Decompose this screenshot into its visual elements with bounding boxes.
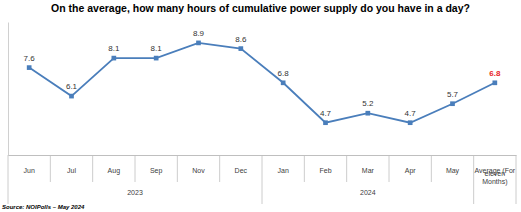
marker [281,80,286,85]
category-separator [92,155,93,182]
marker [154,56,159,61]
category-separator [50,155,51,182]
marker [408,120,413,125]
category-separator [262,155,263,204]
x-tick: Mar [362,167,375,174]
x-tick: Average (ForelevenMonths) [474,167,515,186]
category-separator [219,155,220,182]
y-axis-line [8,23,9,156]
x-group-label: 2024 [360,189,376,196]
x-tick-label: Jun [24,167,35,174]
x-tick: Nov [192,167,205,174]
x-tick-label: Nov [192,167,205,174]
x-tick-label: Aug [108,167,121,175]
x-axis: Jun Jul Aug Sep Nov Dec Jan Feb Mar Apr May Average… [9,156,517,187]
marker [196,41,201,46]
x-tick-label-line: Aug [108,167,121,175]
category-separator [135,155,136,182]
data-label: 4.7 [405,109,417,118]
marker [238,46,243,51]
data-label: 4.7 [320,109,332,118]
x-tick-label-line: Mar [362,167,375,174]
data-label: 7.6 [24,54,36,63]
x-tick: Jun [24,167,35,174]
data-label: 5.2 [362,99,374,108]
data-label: 6.8 [278,69,290,78]
data-label: 6.1 [66,82,78,91]
x-tick-label: Sep [150,167,163,175]
data-labels: 7.6 6.1 8.1 8.1 8.9 8.6 6.8 4.7 5.2 4.7 5.7 6.8 [24,29,501,118]
x-tick-label: Mar [362,167,375,174]
x-tick-label-line: Months) [482,178,507,186]
marker [323,120,328,125]
x-tick-label: Jan [278,167,289,174]
data-label: 5.7 [447,90,459,99]
x-tick: Feb [319,167,331,174]
category-separator [346,155,347,182]
y-axis [8,23,9,156]
chart: On the average, how many hours of cumula… [0,0,521,212]
x-tick-label: May [446,167,460,175]
x-tick: Aug [108,167,121,175]
category-separator [431,155,432,182]
x-tick-label-line: May [446,167,460,175]
category-separator [8,155,9,204]
category-separator [473,155,474,204]
x-tick-label: Feb [319,167,331,174]
x-tick-label-line: Jul [67,167,76,174]
category-separator [516,155,517,204]
marker [365,111,370,116]
marker [27,65,32,70]
x-group-label: 2023 [127,189,143,196]
x-tick-label: Jul [67,167,76,174]
marker [69,94,74,99]
marker [492,80,497,85]
x-tick-label-line: Dec [235,167,248,174]
x-tick-label-line: Jan [278,167,289,174]
x-tick-label: Apr [405,167,417,175]
x-tick-label-line: Nov [192,167,205,174]
x-tick: Jul [67,167,76,174]
data-label: 8.1 [108,44,120,53]
x-tick-label-line: Jun [24,167,35,174]
x-tick-label: Average (ForelevenMonths) [474,167,515,186]
x-tick: Dec [235,167,248,174]
plot-area [27,41,497,125]
data-label: 8.6 [235,35,247,44]
line [29,43,495,123]
x-tick: Jan [278,167,289,174]
x-tick-label-line: eleven [485,170,506,177]
x-tick-label: Dec [235,167,248,174]
source: Source: NOIPolls – May 2024 [2,204,85,210]
x-tick: May [446,167,460,175]
category-separator [389,155,390,182]
marker [111,56,116,61]
category-separator [177,155,178,182]
category-separator [304,155,305,182]
x-tick: Sep [150,167,163,175]
x-axis-line [9,155,517,156]
title: On the average, how many hours of cumula… [51,2,470,14]
data-label: 8.9 [193,29,205,38]
x-tick-label-line: Sep [150,167,163,175]
data-label: 6.8 [489,69,501,78]
x-tick: Apr [405,167,417,175]
marker [450,101,455,106]
separators [8,155,516,204]
x-tick-label-line: Feb [319,167,331,174]
x-tick-label-line: Apr [405,167,417,175]
data-label: 8.1 [151,44,163,53]
